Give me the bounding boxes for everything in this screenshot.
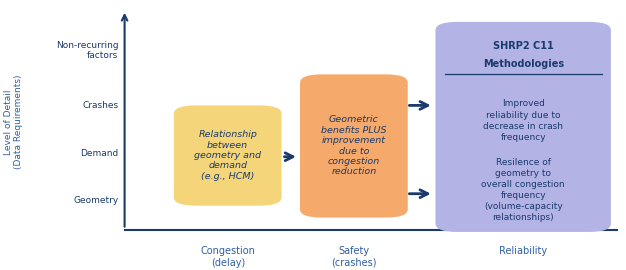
Text: Improved
reliability due to
decrease in crash
frequency: Improved reliability due to decrease in … — [483, 99, 563, 142]
Text: Crashes: Crashes — [82, 101, 118, 110]
Text: Congestion
(delay): Congestion (delay) — [200, 246, 255, 268]
Text: Resilence of
geometry to
overall congestion
frequency
(volume-capacity
relations: Resilence of geometry to overall congest… — [481, 158, 565, 222]
Text: Geometry: Geometry — [73, 196, 118, 205]
Text: Level of Detail
(Data Requirements): Level of Detail (Data Requirements) — [4, 75, 24, 169]
Text: Reliability: Reliability — [499, 246, 547, 256]
Text: Demand: Demand — [80, 149, 118, 158]
Text: SHRP2 C11: SHRP2 C11 — [493, 41, 553, 51]
Text: Relationship
between
geometry and
demand
(e.g., HCM): Relationship between geometry and demand… — [194, 130, 261, 181]
Text: Non-recurring
factors: Non-recurring factors — [56, 41, 118, 60]
FancyBboxPatch shape — [436, 22, 611, 232]
FancyBboxPatch shape — [174, 105, 282, 206]
FancyBboxPatch shape — [300, 74, 408, 218]
Text: Methodologies: Methodologies — [483, 59, 564, 69]
Text: Geometric
benefits PLUS
improvement
due to
congestion
reduction: Geometric benefits PLUS improvement due … — [321, 116, 387, 177]
Text: Safety
(crashes): Safety (crashes) — [331, 246, 377, 268]
